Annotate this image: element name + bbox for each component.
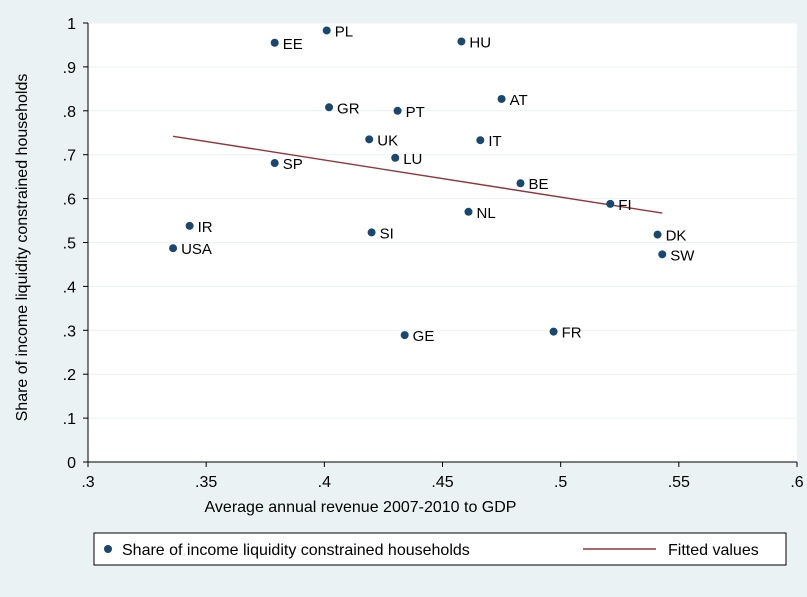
point-label-uk: UK — [377, 132, 398, 149]
point-label-usa: USA — [181, 241, 212, 258]
point-label-sw: SW — [670, 247, 695, 264]
legend-label-fitted: Fitted values — [668, 542, 759, 559]
y-tick-label: .3 — [63, 323, 76, 340]
point-label-nl: NL — [476, 205, 495, 222]
x-tick-label: .4 — [318, 474, 331, 491]
point-label-ir: IR — [198, 219, 213, 236]
data-point-lu — [391, 153, 400, 162]
legend: Share of income liquidity constrained ho… — [93, 532, 787, 566]
data-point-pt — [393, 106, 402, 115]
legend-label-scatter: Share of income liquidity constrained ho… — [122, 542, 470, 559]
point-label-dk: DK — [666, 228, 687, 245]
data-point-nl — [464, 207, 473, 216]
data-point-uk — [365, 135, 374, 144]
point-label-pl: PL — [335, 23, 353, 40]
y-tick-label: .5 — [63, 236, 76, 253]
x-axis-title: Average annual revenue 2007-2010 to GDP — [205, 499, 517, 516]
point-label-ee: EE — [283, 36, 303, 53]
y-tick-label: .1 — [63, 411, 76, 428]
x-tick-label: .35 — [195, 474, 217, 491]
data-point-hu — [457, 37, 466, 46]
y-tick-label: .7 — [63, 148, 76, 165]
point-label-lu: LU — [403, 151, 422, 168]
y-axis-title: Share of income liquidity constrained ho… — [14, 74, 31, 422]
data-point-it — [476, 136, 485, 145]
data-point-ir — [185, 221, 194, 230]
data-point-ge — [400, 331, 409, 340]
data-point-be — [516, 179, 525, 188]
y-tick-label: 0 — [67, 455, 76, 472]
point-label-fi: FI — [618, 197, 631, 214]
point-label-si: SI — [380, 225, 394, 242]
x-tick-label: .5 — [554, 474, 567, 491]
point-label-ge: GE — [413, 328, 435, 345]
y-tick-label: .4 — [63, 279, 76, 296]
data-point-at — [497, 94, 506, 103]
y-tick-label: .2 — [63, 367, 76, 384]
data-point-fr — [549, 327, 558, 336]
point-label-fr: FR — [562, 325, 582, 342]
x-tick-label: .45 — [431, 474, 453, 491]
data-point-gr — [325, 103, 334, 112]
data-point-si — [367, 228, 376, 237]
point-label-pt: PT — [406, 104, 425, 121]
data-point-pl — [322, 26, 331, 35]
y-tick-label: 1 — [67, 16, 76, 33]
data-point-fi — [606, 199, 615, 208]
point-label-sp: SP — [283, 156, 303, 173]
data-point-ee — [270, 38, 279, 47]
point-label-it: IT — [488, 133, 501, 150]
point-label-hu: HU — [469, 34, 491, 51]
x-tick-label: .6 — [790, 474, 803, 491]
points-layer: PL EE HU AT GR PT UK IT LU SP BE FI NL IR SI DK USA SW FR G… — [169, 23, 695, 345]
data-point-usa — [169, 244, 178, 253]
x-tick-label: .3 — [81, 474, 94, 491]
y-tick-label: .9 — [63, 60, 76, 77]
data-point-sp — [270, 159, 279, 168]
y-tick-label: .6 — [63, 192, 76, 209]
y-tick-label: .8 — [63, 104, 76, 121]
data-point-dk — [653, 230, 662, 239]
point-label-be: BE — [528, 176, 548, 193]
x-tick-label: .55 — [668, 474, 690, 491]
fitted-values-line — [172, 135, 663, 214]
legend-box — [93, 532, 787, 566]
point-label-gr: GR — [337, 100, 360, 117]
fitted-line-layer — [172, 135, 663, 214]
grid-layer — [88, 22, 797, 463]
axes-layer: 0 .1 .2 .3 .4 .5 .6 .7 .8 .9 1 .3 .35 .4 .45 .5 .55 .6 — [63, 16, 804, 491]
data-point-sw — [658, 250, 667, 259]
point-label-at: AT — [510, 92, 528, 109]
legend-marker-scatter — [104, 545, 112, 553]
